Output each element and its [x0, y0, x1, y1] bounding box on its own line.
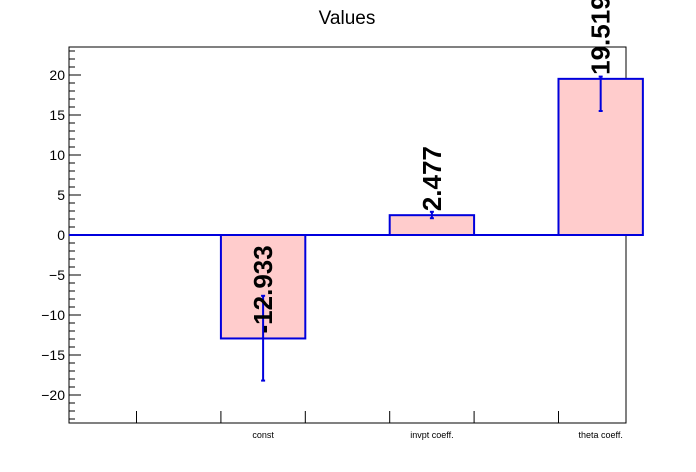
x-tick-label: theta coeff. [578, 430, 622, 440]
y-tick-label: 15 [49, 107, 65, 123]
x-tick-label: const [252, 430, 274, 440]
x-axis: const invpt coeff. theta coeff. [136, 411, 623, 440]
y-tick-label: −5 [49, 267, 65, 283]
chart-title: Values [319, 8, 376, 29]
x-tick-label: invpt coeff. [410, 430, 453, 440]
y-tick-label: −20 [41, 387, 65, 403]
value-label-group: -12.933 2.477 19.519 [248, 0, 616, 333]
bar-value-label: -12.933 [248, 245, 278, 333]
y-tick-label: 5 [57, 187, 65, 203]
bar-value-label: 19.519 [586, 0, 616, 75]
y-tick-label: 0 [57, 227, 65, 243]
bar-value-label: 2.477 [417, 146, 447, 211]
y-tick-label: −15 [41, 347, 65, 363]
y-axis: −20 −15 −10 −5 0 5 10 15 20 [41, 50, 81, 420]
error-bar-group [261, 75, 603, 382]
y-tick-label: −10 [41, 307, 65, 323]
y-tick-label: 10 [49, 147, 65, 163]
y-tick-label: 20 [49, 67, 65, 83]
bar-group [219, 77, 644, 340]
